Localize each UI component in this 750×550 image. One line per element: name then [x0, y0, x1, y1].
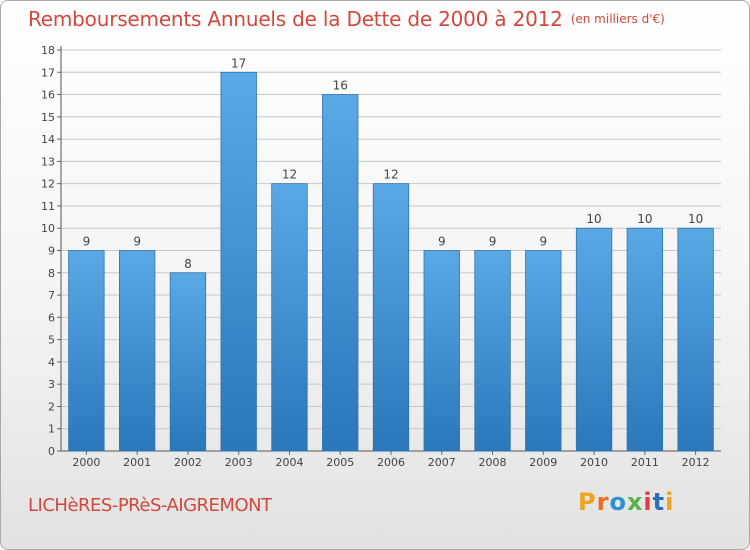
data-label-2004: 12	[282, 168, 297, 182]
logo-letter: P	[578, 488, 597, 516]
y-tick-label: 10	[41, 222, 55, 235]
y-tick-label: 6	[48, 311, 55, 324]
bar-2009	[525, 250, 562, 452]
data-label-2000: 9	[83, 235, 91, 249]
data-label-2012: 10	[688, 212, 703, 226]
logo-letter: o	[609, 488, 627, 516]
x-tick-label: 2009	[529, 456, 557, 469]
x-tick-label: 2010	[580, 456, 608, 469]
data-label-2008: 9	[489, 235, 497, 249]
chart-unit: (en milliers d'€)	[570, 12, 665, 26]
bar-2004	[271, 183, 308, 452]
city-name: LICHèRES-PRèS-AIGREMONT	[28, 495, 272, 516]
chart-title-text: Remboursements Annuels de la Dette de 20…	[28, 7, 563, 31]
logo-letter: t	[652, 488, 666, 516]
data-label-2007: 9	[438, 235, 446, 249]
bar-2003	[220, 71, 257, 452]
y-tick-label: 1	[48, 423, 55, 436]
chart-title: Remboursements Annuels de la Dette de 20…	[28, 7, 665, 31]
y-tick-label: 4	[48, 356, 55, 369]
data-labels: 9 9 8 17 12 16 12 9 9 9 10 10 10	[83, 56, 704, 271]
x-tick-label: 2002	[174, 456, 202, 469]
bars	[68, 71, 714, 452]
x-tick-label: 2006	[377, 456, 405, 469]
y-tick-label: 14	[41, 133, 55, 146]
y-tick-label: 0	[48, 445, 55, 458]
data-label-2006: 12	[383, 168, 398, 182]
bar-2000	[68, 250, 105, 452]
bar-2008	[474, 250, 511, 452]
x-tick-label: 2011	[631, 456, 659, 469]
data-label-2001: 9	[133, 235, 141, 249]
logo-letter: r	[596, 488, 610, 516]
bar-2002	[169, 272, 207, 452]
x-tick-label: 2007	[428, 456, 456, 469]
x-tick-label: 2004	[275, 456, 303, 469]
y-tick-label: 16	[41, 89, 55, 102]
y-tick-label: 5	[48, 334, 55, 347]
y-tick-label: 11	[41, 200, 55, 213]
bar-2001	[118, 250, 156, 452]
y-tick-label: 7	[48, 289, 55, 302]
y-tick-label: 8	[48, 267, 55, 280]
bar-2005	[322, 94, 359, 452]
logo-letter: i	[665, 488, 675, 516]
y-tick-label: 15	[41, 111, 55, 124]
data-label-2011: 10	[637, 212, 652, 226]
x-tick-label: 2005	[326, 456, 354, 469]
y-tick-label: 17	[41, 66, 55, 79]
x-tick-label: 2008	[479, 456, 507, 469]
y-tick-label: 9	[48, 245, 55, 258]
proxiti-logo[interactable]: Proxiti	[578, 488, 674, 516]
bar-2010	[575, 227, 613, 452]
data-label-2009: 9	[539, 235, 547, 249]
y-tick-label: 12	[41, 178, 55, 191]
data-label-2005: 16	[333, 79, 348, 93]
x-tick-label: 2000	[72, 456, 100, 469]
x-tick-label: 2003	[225, 456, 253, 469]
bar-2011	[626, 227, 664, 452]
data-label-2003: 17	[231, 56, 246, 70]
y-tick-label: 18	[41, 44, 55, 57]
data-label-2010: 10	[586, 212, 601, 226]
y-tick-label: 3	[48, 378, 55, 391]
x-tick-label: 2012	[682, 456, 710, 469]
logo-letter: x	[626, 488, 644, 516]
bar-2006	[372, 183, 410, 452]
y-tick-label: 13	[41, 155, 55, 168]
bar-2012	[677, 227, 714, 452]
data-label-2002: 8	[184, 257, 192, 271]
bar-2007	[423, 250, 460, 452]
y-tick-label: 2	[48, 400, 55, 413]
logo-letter: i	[643, 488, 653, 516]
x-tick-label: 2001	[123, 456, 151, 469]
